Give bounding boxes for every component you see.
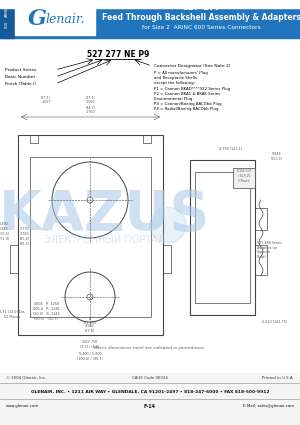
Text: 5.610 (142.75): 5.610 (142.75) xyxy=(262,320,288,324)
Text: 3.770: 3.770 xyxy=(20,227,30,231)
Bar xyxy=(195,172,250,303)
Text: (27.1): (27.1) xyxy=(85,96,96,100)
Text: 5.945: 5.945 xyxy=(0,227,9,231)
Bar xyxy=(0,0,14,38)
Text: .0004   R .1250: .0004 R .1250 xyxy=(33,302,59,306)
Text: ЭЛЕКТРОННЫЙ ПОРТАЛ: ЭЛЕКТРОННЫЙ ПОРТАЛ xyxy=(44,235,166,245)
Bar xyxy=(10,245,18,273)
Text: P4 = Radial/Boeing BACObb Plug: P4 = Radial/Boeing BACObb Plug xyxy=(154,108,218,111)
Text: and Receptacle Shells: and Receptacle Shells xyxy=(154,76,197,80)
Text: P = All manufacturers' Plug: P = All manufacturers' Plug xyxy=(154,71,208,75)
Text: (100.0) / (95.7): (100.0) / (95.7) xyxy=(77,357,103,361)
Text: 3.760: 3.760 xyxy=(20,232,30,236)
Text: CAGE Code 06324: CAGE Code 06324 xyxy=(132,376,168,380)
Bar xyxy=(30,157,151,317)
Text: 9.944: 9.944 xyxy=(272,152,282,156)
Text: ARINC: ARINC xyxy=(5,5,9,17)
Text: 1.31 (33.0) Dia: 1.31 (33.0) Dia xyxy=(0,310,25,314)
Text: lenair.: lenair. xyxy=(46,12,85,26)
Bar xyxy=(18,135,163,335)
Text: 600: 600 xyxy=(5,21,9,28)
Text: Finish (Table I): Finish (Table I) xyxy=(5,82,36,86)
Text: Feed Through Backshell Assembly & Adapters: Feed Through Backshell Assembly & Adapte… xyxy=(102,13,300,22)
Text: Connector Designator (See Note 2): Connector Designator (See Note 2) xyxy=(154,64,230,68)
Text: F-14: F-14 xyxy=(144,403,156,408)
Text: (44.7): (44.7) xyxy=(85,105,96,110)
Bar xyxy=(163,245,171,273)
Bar xyxy=(190,160,255,315)
Text: E-Mail: sales@glenair.com: E-Mail: sales@glenair.com xyxy=(243,404,294,408)
Text: (50.0)   R .1245: (50.0) R .1245 xyxy=(33,312,59,316)
Text: .500/.750: .500/.750 xyxy=(82,340,98,344)
Text: 1.060: 1.060 xyxy=(86,100,95,104)
Bar xyxy=(255,245,267,275)
Text: 5.400 / 5.800: 5.400 / 5.800 xyxy=(79,352,101,356)
Text: .0.150/.137
/.927/.25
3 Places: .0.150/.137 /.927/.25 3 Places xyxy=(236,170,252,183)
Text: Basic Number: Basic Number xyxy=(5,75,35,79)
Text: GLENAIR, INC. • 1211 AIR WAY • GLENDALE, CA 91201-2497 • 818-247-6000 • FAX 818-: GLENAIR, INC. • 1211 AIR WAY • GLENDALE,… xyxy=(31,390,269,394)
Text: P1 = Cannon BKAD****322 Series Plug: P1 = Cannon BKAD****322 Series Plug xyxy=(154,87,230,91)
Text: (151.0): (151.0) xyxy=(0,237,10,241)
Text: Printed in U.S.A.: Printed in U.S.A. xyxy=(262,376,294,380)
Text: (9.3) / (8.0): (9.3) / (8.0) xyxy=(80,345,100,349)
Text: (27.1): (27.1) xyxy=(41,96,51,100)
Text: (17.2%): (17.2%) xyxy=(83,321,97,325)
Text: (50.0)   (31.7): (50.0) (31.7) xyxy=(34,317,58,321)
Text: www.glenair.com: www.glenair.com xyxy=(6,404,39,408)
Bar xyxy=(233,168,255,188)
Text: 1.760: 1.760 xyxy=(86,110,95,114)
Bar xyxy=(30,135,38,143)
Bar xyxy=(0,373,300,425)
Text: (155.5): (155.5) xyxy=(0,232,10,236)
Bar xyxy=(143,135,151,143)
Text: 6.200: 6.200 xyxy=(0,222,9,226)
Text: 52 Places: 52 Places xyxy=(4,315,20,319)
Text: .000-4   R .1248: .000-4 R .1248 xyxy=(32,307,60,311)
Text: except the following:: except the following: xyxy=(154,82,195,85)
Text: 4.790 (121.1): 4.790 (121.1) xyxy=(219,147,242,151)
Text: for Size 2  ARINC 600 Series Connectors: for Size 2 ARINC 600 Series Connectors xyxy=(142,25,261,30)
Text: 527-277: 527-277 xyxy=(182,3,221,12)
Text: © 2004 Glenair, Inc.: © 2004 Glenair, Inc. xyxy=(6,376,46,380)
Bar xyxy=(15,3,95,35)
Text: 1.027: 1.027 xyxy=(41,100,51,104)
Bar xyxy=(255,208,267,230)
Text: (95.5): (95.5) xyxy=(20,242,30,246)
Text: (253.1): (253.1) xyxy=(271,157,283,161)
Text: P3 = Cannon/Boeing BACObb Plug: P3 = Cannon/Boeing BACObb Plug xyxy=(154,102,222,106)
Circle shape xyxy=(150,207,186,243)
Text: 4.560: 4.560 xyxy=(85,324,95,328)
Text: 527 277 NE P9: 527 277 NE P9 xyxy=(87,49,149,59)
Text: (17.8): (17.8) xyxy=(85,329,95,333)
Text: P2 = Cannon BKAC & BKAE Series: P2 = Cannon BKAC & BKAE Series xyxy=(154,92,220,96)
Text: B: B xyxy=(89,317,91,321)
Text: Metric dimensions (mm) are indicated in parentheses.: Metric dimensions (mm) are indicated in … xyxy=(94,346,206,350)
Text: Product Series: Product Series xyxy=(5,68,36,72)
Bar xyxy=(0,0,300,38)
Text: 527-488 Series
Adapters (or
Opposite
Plugs): 527-488 Series Adapters (or Opposite Plu… xyxy=(257,241,282,259)
Bar xyxy=(0,0,300,8)
Text: Environmental Plug: Environmental Plug xyxy=(154,97,192,101)
Text: KAZUS: KAZUS xyxy=(0,188,211,242)
Text: (95.8): (95.8) xyxy=(20,237,30,241)
Text: G: G xyxy=(28,8,47,30)
